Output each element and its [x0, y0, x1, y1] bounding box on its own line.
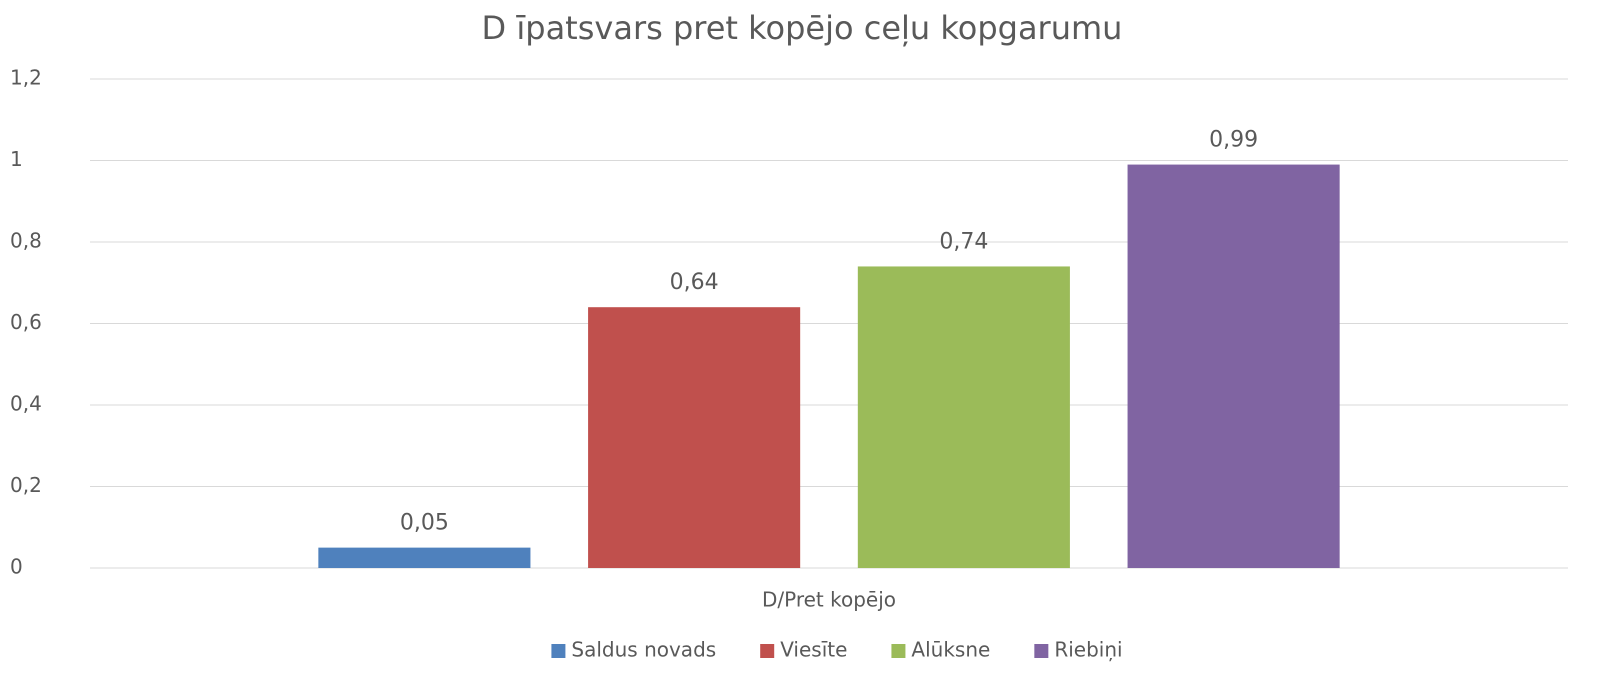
- bar: [588, 307, 801, 568]
- x-tick-label: D/Pret kopējo: [762, 588, 896, 612]
- legend-label: Saldus novads: [571, 638, 716, 662]
- y-tick-label: 1,2: [10, 66, 42, 90]
- legend-label: Viesīte: [780, 638, 847, 662]
- y-tick-label: 0,4: [10, 392, 42, 416]
- legend-swatch: [1034, 644, 1049, 658]
- value-label: 0,99: [1209, 128, 1258, 153]
- y-tick-label: 0,8: [10, 229, 42, 253]
- legend-label: Alūksne: [911, 638, 990, 662]
- bar: [857, 266, 1070, 568]
- value-label: 0,74: [939, 229, 988, 254]
- y-tick-label: 0,6: [10, 310, 42, 334]
- chart-title: D īpatsvars pret kopējo ceļu kopgarumu: [482, 9, 1123, 47]
- value-label: 0,64: [670, 270, 719, 295]
- legend-label: Riebiņi: [1054, 638, 1122, 662]
- y-tick-label: 0,2: [10, 473, 42, 497]
- legend-swatch: [891, 644, 906, 658]
- bar: [1127, 164, 1340, 568]
- legend-swatch: [551, 644, 566, 658]
- y-tick-label: 1: [10, 147, 23, 171]
- y-tick-label: 0: [10, 555, 23, 579]
- bar: [318, 547, 531, 568]
- legend-swatch: [760, 644, 775, 658]
- value-label: 0,05: [400, 511, 449, 536]
